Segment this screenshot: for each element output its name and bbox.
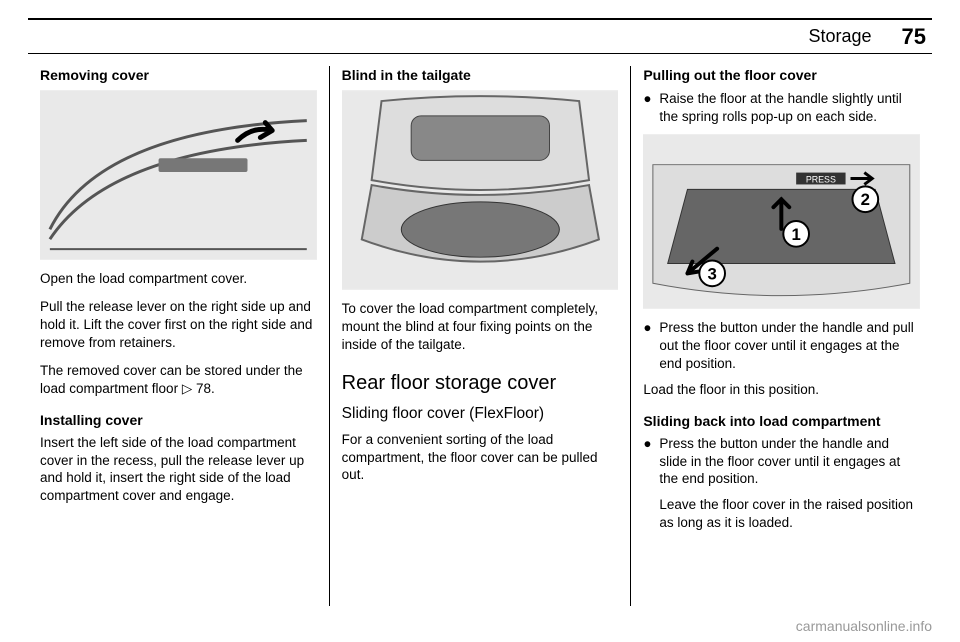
page-number: 75 xyxy=(902,24,926,50)
col1-p1: Open the load compartment cover. xyxy=(40,270,317,288)
svg-text:PRESS: PRESS xyxy=(806,175,836,185)
header-bar: Storage 75 xyxy=(28,18,932,54)
col3-bullet-1: ● Raise the floor at the handle slightly… xyxy=(643,90,920,126)
col3-sub2: Sliding back into load compartment xyxy=(643,412,920,430)
svg-text:3: 3 xyxy=(708,264,717,283)
figure-removing-cover xyxy=(40,90,317,260)
column-3: Pulling out the floor cover ● Raise the … xyxy=(630,66,932,606)
page-ref-icon xyxy=(182,381,196,396)
col1-p3: The removed cover can be stored under th… xyxy=(40,362,317,398)
col2-p2: For a convenient sorting of the load com… xyxy=(342,431,619,484)
bullet-icon: ● xyxy=(643,435,659,532)
figure-floor-cover: 1 PRESS 2 3 xyxy=(643,134,920,309)
columns: Removing cover Open the load compartment… xyxy=(28,66,932,606)
watermark: carmanualsonline.info xyxy=(796,618,932,634)
col2-p1: To cover the load compartment completely… xyxy=(342,300,619,353)
col1-sub2: Installing cover xyxy=(40,411,317,429)
figure-tailgate-blind xyxy=(342,90,619,290)
col1-p2: Pull the release lever on the right side… xyxy=(40,298,317,351)
col3-bullet-3: ● Press the button under the handle and … xyxy=(643,435,920,532)
column-2: Blind in the tailgate To cover the load … xyxy=(329,66,631,606)
col1-title: Removing cover xyxy=(40,66,317,84)
bullet-icon: ● xyxy=(643,319,659,372)
col2-h3: Sliding floor cover (FlexFloor) xyxy=(342,404,619,424)
page: Storage 75 Removing cover Open the load … xyxy=(0,0,960,642)
column-1: Removing cover Open the load compartment… xyxy=(28,66,329,606)
col2-title: Blind in the tailgate xyxy=(342,66,619,84)
col3-title: Pulling out the floor cover xyxy=(643,66,920,84)
svg-text:1: 1 xyxy=(792,225,801,244)
col1-p4: Insert the left side of the load compart… xyxy=(40,434,317,505)
col2-h2: Rear floor storage cover xyxy=(342,370,619,396)
col3-p1: Load the floor in this position. xyxy=(643,381,920,399)
svg-text:2: 2 xyxy=(861,190,870,209)
bullet-icon: ● xyxy=(643,90,659,126)
col3-bullet-2: ● Press the button under the handle and … xyxy=(643,319,920,372)
section-title: Storage xyxy=(808,26,871,47)
